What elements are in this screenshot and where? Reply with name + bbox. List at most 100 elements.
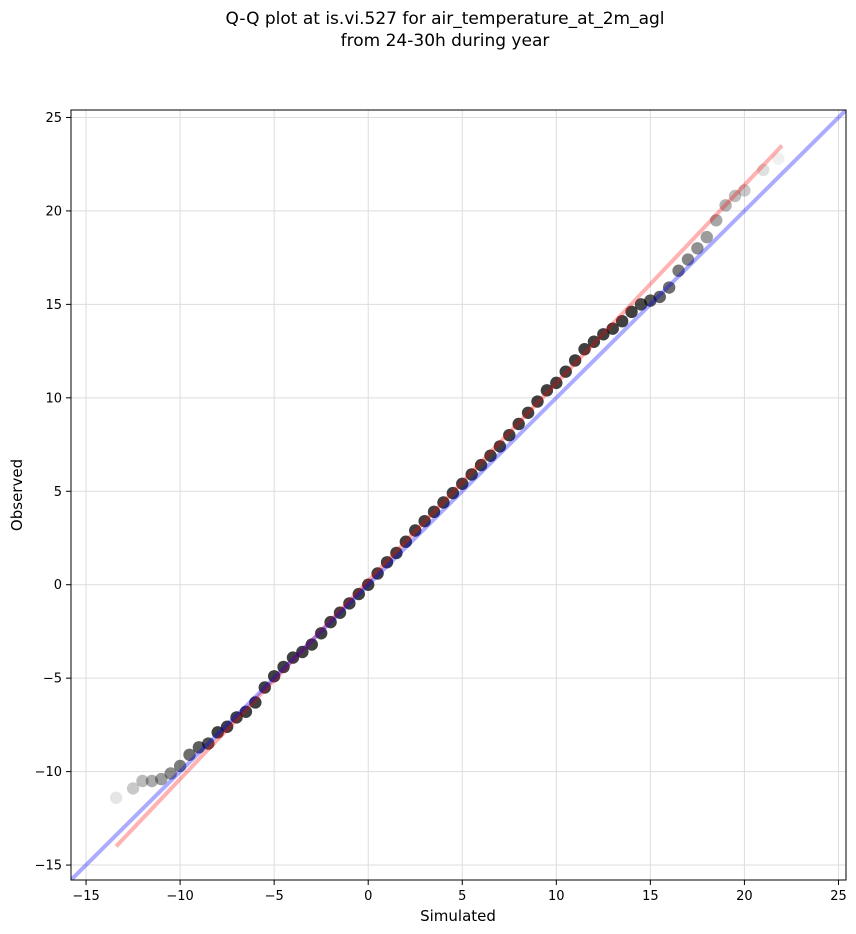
quantile-point: [710, 214, 723, 227]
quantile-point: [757, 163, 770, 177]
quantile-point: [719, 199, 732, 212]
quantile-point: [427, 505, 441, 519]
quantile-point: [446, 486, 460, 500]
quantile-point: [662, 281, 676, 294]
quantile-point: [362, 578, 375, 591]
quantile-point: [286, 651, 300, 664]
quantile-point: [738, 184, 751, 197]
y-tick-label: 10: [45, 391, 62, 406]
y-tick-label: 0: [54, 578, 62, 593]
quantile-point: [249, 696, 262, 709]
quantile-point: [606, 322, 619, 335]
quantile-point: [503, 428, 516, 442]
identity-line: [71, 110, 846, 880]
data-marks: [71, 110, 846, 880]
x-axis-label: Simulated: [420, 907, 496, 925]
y-axis-ticks: −15 −10 −5 0 5 10 15 20 25: [35, 111, 71, 874]
quantile-point: [691, 242, 704, 255]
quantile-point: [126, 782, 140, 795]
x-tick-label: −15: [72, 889, 99, 904]
quantile-point: [183, 748, 196, 761]
quantile-point: [380, 556, 394, 569]
quantile-point: [625, 305, 638, 319]
quantile-point: [700, 230, 714, 244]
quantile-point: [399, 535, 413, 548]
quantile-point: [220, 720, 234, 733]
quantile-point: [653, 290, 666, 304]
grid-lines: [71, 110, 846, 880]
y-axis-label: Observed: [8, 459, 26, 531]
fit-line: [114, 144, 784, 848]
quantile-point: [267, 670, 281, 683]
quantile-point: [109, 791, 123, 804]
quantile-point: [484, 449, 497, 462]
x-tick-label: 5: [458, 889, 466, 904]
quantile-point: [371, 567, 384, 580]
y-tick-label: −15: [35, 859, 62, 874]
quantile-point: [568, 354, 582, 367]
x-tick-label: 0: [364, 889, 372, 904]
quantile-point: [333, 606, 347, 619]
quantile-point: [559, 365, 572, 378]
quantile-point: [277, 660, 290, 674]
quantile-point: [474, 458, 488, 472]
x-tick-label: −5: [265, 889, 284, 904]
y-tick-label: 20: [45, 204, 62, 219]
quantile-point: [136, 774, 149, 788]
quantile-point: [211, 726, 224, 739]
quantile-point: [145, 774, 159, 788]
quantile-point: [305, 638, 318, 651]
quantile-point: [540, 384, 554, 397]
x-tick-label: −10: [166, 889, 193, 904]
quantile-point: [155, 772, 168, 786]
quantile-point: [418, 514, 431, 528]
quantile-point: [578, 343, 591, 356]
quantile-point: [512, 417, 525, 431]
quantile-point: [173, 759, 187, 773]
quantile-point: [644, 294, 657, 307]
y-tick-label: 15: [45, 298, 62, 313]
quantile-point: [521, 406, 535, 419]
quantile-point: [164, 767, 177, 780]
quantile-point: [192, 741, 206, 754]
quantile-point: [437, 496, 450, 509]
y-tick-label: 25: [45, 111, 62, 126]
quantile-point: [390, 546, 403, 560]
quantile-point: [352, 587, 366, 601]
quantile-point: [465, 468, 478, 481]
chart-title-line-1: Q-Q plot at is.vi.527 for air_temperatur…: [225, 9, 665, 29]
x-tick-label: 25: [830, 889, 847, 904]
quantile-point: [343, 597, 356, 610]
y-tick-label: −5: [43, 672, 62, 687]
quantile-point: [634, 298, 648, 311]
quantile-point: [772, 152, 785, 165]
quantile-point: [531, 395, 544, 408]
y-tick-label: −10: [35, 765, 62, 780]
quantile-point: [672, 264, 685, 277]
x-tick-label: 10: [548, 889, 565, 904]
quantile-point: [296, 645, 309, 659]
x-tick-label: 20: [736, 889, 753, 904]
quantile-point: [550, 376, 563, 390]
quantile-point: [587, 335, 601, 348]
quantile-point: [230, 711, 243, 724]
x-axis-ticks: −15 −10 −5 0 5 10 15 20 25: [72, 880, 847, 904]
chart-title: Q-Q plot at is.vi.527 for air_temperatur…: [0, 8, 856, 52]
quantile-point: [314, 627, 328, 640]
quantile-point: [597, 328, 610, 341]
y-tick-label: 5: [54, 485, 62, 500]
quantile-point: [493, 440, 507, 453]
quantile-point: [239, 705, 253, 718]
plot-frame: [70, 109, 847, 881]
quantile-point: [456, 477, 469, 490]
quantile-point: [615, 314, 629, 328]
chart-title-line-2: from 24-30h during year: [340, 31, 550, 51]
quantile-point: [728, 189, 742, 203]
quantile-point: [324, 615, 337, 629]
quantile-point: [258, 681, 271, 694]
x-tick-label: 15: [642, 889, 659, 904]
quantile-point: [409, 524, 422, 537]
quantile-point: [202, 737, 215, 750]
quantile-point: [681, 253, 695, 266]
